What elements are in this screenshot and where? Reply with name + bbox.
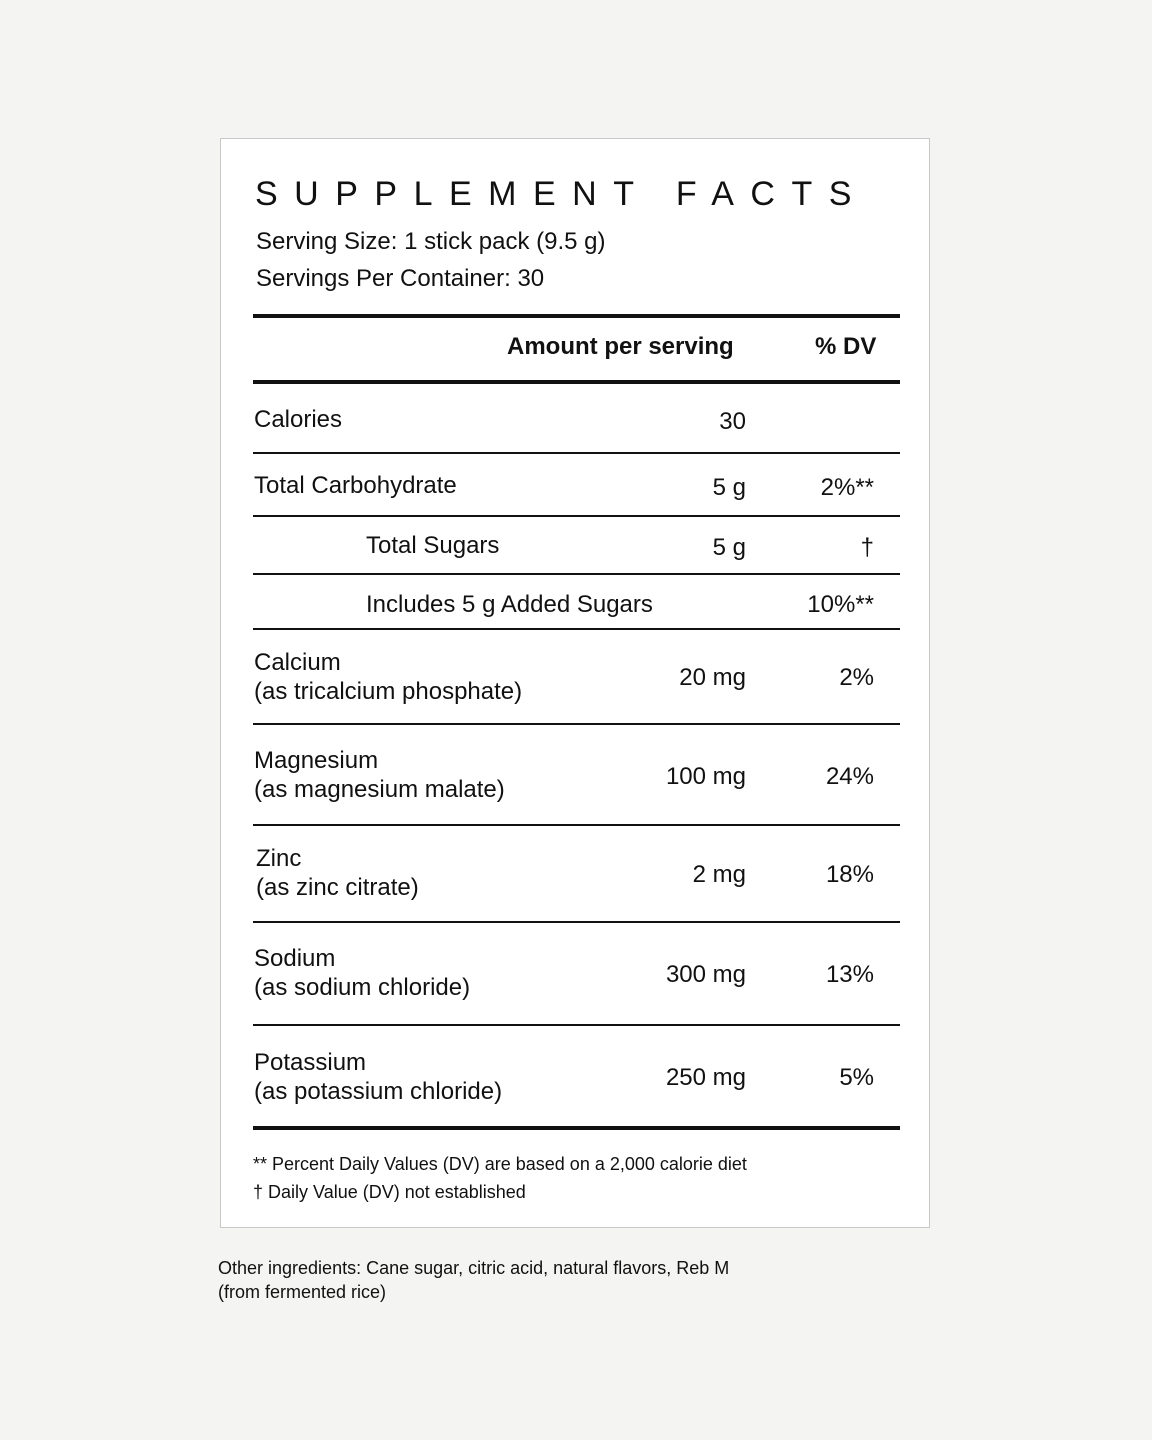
facts-title: SUPPLEMENT FACTS [255, 175, 868, 213]
nutrient-source: (as magnesium malate) [254, 776, 505, 803]
other-ingredients-line2: (from fermented rice) [218, 1282, 387, 1302]
nutrient-name: Total Carbohydrate [254, 472, 457, 499]
header-dv: % DV [815, 333, 877, 360]
nutrient-name: Sodium [254, 945, 336, 972]
row-divider [253, 628, 900, 630]
nutrient-name: Total Sugars [366, 532, 500, 559]
nutrient-dv: 24% [825, 763, 874, 790]
table-bottom-rule [253, 1126, 900, 1130]
header-bottom-rule [253, 380, 900, 384]
nutrient-amount: 5 g [712, 534, 746, 561]
nutrient-source: (as potassium chloride) [254, 1078, 503, 1105]
nutrient-amount: 20 mg [679, 664, 746, 691]
nutrient-name: Calories [254, 406, 343, 433]
header-amount: Amount per serving [507, 333, 734, 360]
nutrient-amount: 5 g [712, 474, 746, 501]
nutrient-amount: 250 mg [665, 1064, 746, 1091]
other-ingredients-line1: Other ingredients: Cane sugar, citric ac… [218, 1258, 730, 1278]
nutrient-amount: 30 [719, 408, 746, 435]
footnote-not-established: † Daily Value (DV) not established [253, 1182, 526, 1202]
nutrient-source: (as tricalcium phosphate) [254, 678, 523, 705]
nutrient-dv: † [860, 534, 874, 561]
nutrient-amount: 100 mg [665, 763, 746, 790]
row-divider [253, 921, 900, 923]
nutrient-dv: 5% [839, 1064, 874, 1091]
nutrient-dv: 2% [839, 664, 874, 691]
nutrient-dv: 2%** [820, 474, 874, 501]
nutrient-amount: 300 mg [665, 961, 746, 988]
nutrient-dv: 13% [825, 961, 874, 988]
row-divider [253, 1024, 900, 1026]
servings-per-container: Servings Per Container: 30 [256, 265, 545, 292]
nutrient-name: Includes 5 g Added Sugars [366, 591, 653, 618]
nutrient-name: Potassium [254, 1049, 367, 1076]
row-divider [253, 723, 900, 725]
row-divider [253, 573, 900, 575]
header-top-rule [253, 314, 900, 318]
nutrient-name: Zinc [256, 845, 302, 872]
nutrient-source: (as zinc citrate) [256, 874, 419, 901]
nutrient-source: (as sodium chloride) [254, 974, 471, 1001]
footnote-dv-basis: ** Percent Daily Values (DV) are based o… [253, 1154, 747, 1174]
supplement-facts-panel: SUPPLEMENT FACTS Serving Size: 1 stick p… [220, 138, 930, 1228]
row-divider [253, 824, 900, 826]
nutrient-name: Magnesium [254, 747, 379, 774]
nutrient-amount: 2 mg [692, 861, 746, 888]
nutrient-dv: 18% [825, 861, 874, 888]
serving-size: Serving Size: 1 stick pack (9.5 g) [256, 228, 606, 255]
row-divider [253, 515, 900, 517]
nutrient-dv: 10%** [807, 591, 874, 618]
other-ingredients: Other ingredients: Cane sugar, citric ac… [218, 1256, 818, 1304]
nutrient-name: Calcium [254, 649, 341, 676]
row-divider [253, 452, 900, 454]
